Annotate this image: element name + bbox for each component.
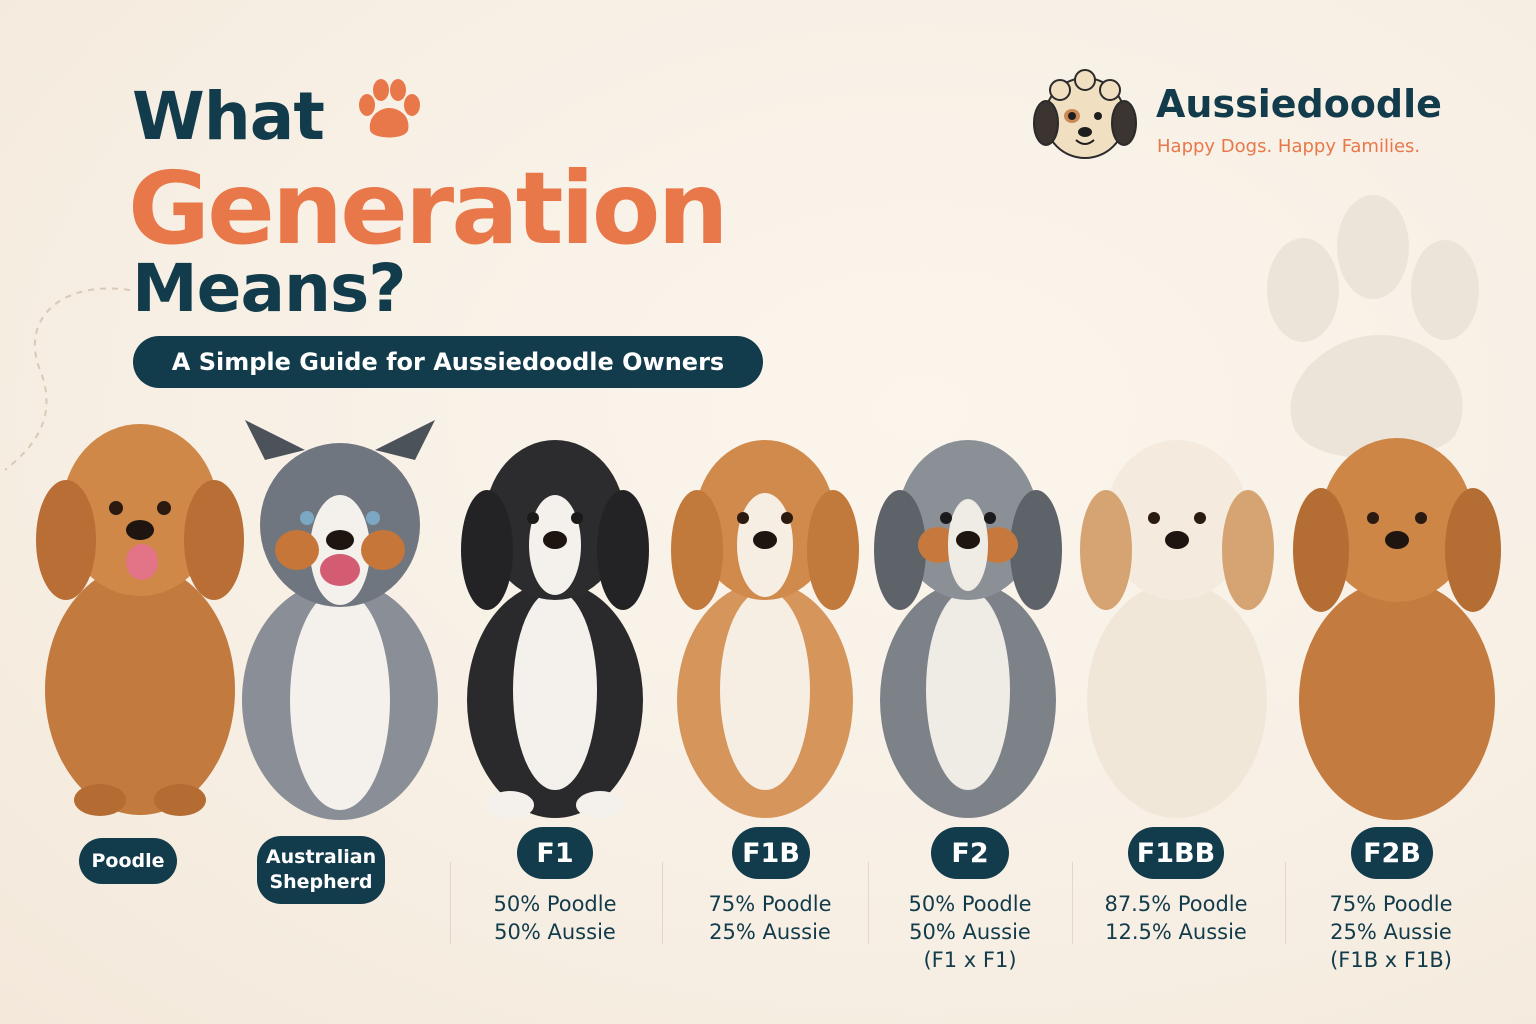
dog-face-logo-icon — [1033, 69, 1137, 159]
dog-f1bb-illustration — [1080, 440, 1274, 818]
subtitle-pill: A Simple Guide for Aussiedoodle Owners — [133, 336, 763, 388]
gen-f2-cross: (F1 x F1) — [923, 948, 1017, 972]
dog-poodle-illustration — [36, 424, 244, 816]
gen-f2-aussie-pct: 50% Aussie — [909, 920, 1031, 944]
gen-badge-f1: F1 — [517, 827, 593, 879]
divider — [868, 862, 869, 944]
gen-f1bb-poodle-pct: 87.5% Poodle — [1104, 892, 1248, 916]
dog-f1b-illustration — [671, 440, 859, 818]
paw-icon — [359, 79, 420, 138]
gen-f2b-aussie-pct: 25% Aussie — [1330, 920, 1452, 944]
title-line-what: What — [132, 78, 325, 155]
gen-f2-poodle-pct: 50% Poodle — [908, 892, 1032, 916]
dog-f2-illustration — [874, 440, 1062, 818]
title-line-means: Means? — [132, 250, 407, 327]
gen-f1bb-aussie-pct: 12.5% Aussie — [1105, 920, 1247, 944]
gen-f1b-poodle-pct: 75% Poodle — [708, 892, 832, 916]
gen-badge-f2b: F2B — [1351, 827, 1433, 879]
gen-f2b-poodle-pct: 75% Poodle — [1329, 892, 1453, 916]
gen-f1b-aussie-pct: 25% Aussie — [709, 920, 831, 944]
divider — [662, 862, 663, 944]
divider — [450, 862, 451, 944]
dog-f2b-illustration — [1293, 438, 1501, 820]
gen-f2b-cross: (F1B x F1B) — [1330, 948, 1452, 972]
background-paw-icon — [1267, 195, 1479, 459]
gen-f1-poodle-pct: 50% Poodle — [493, 892, 617, 916]
gen-f1-aussie-pct: 50% Aussie — [494, 920, 616, 944]
label-poodle: Poodle — [79, 838, 177, 884]
brand-tagline: Happy Dogs. Happy Families. — [1157, 136, 1421, 157]
dog-f1-illustration — [461, 440, 649, 819]
title-line-generation: Generation — [128, 150, 729, 267]
divider — [1072, 862, 1073, 944]
gen-badge-f1b: F1B — [732, 827, 810, 879]
gen-badge-f2: F2 — [931, 827, 1009, 879]
decorative-dashed-curve — [4, 287, 131, 471]
brand-name: Aussiedoodle — [1156, 82, 1442, 126]
dog-australian-shepherd-illustration — [242, 420, 438, 820]
label-australian-shepherd: Australian Shepherd — [257, 836, 385, 904]
divider — [1285, 862, 1286, 944]
gen-badge-f1bb: F1BB — [1128, 827, 1224, 879]
